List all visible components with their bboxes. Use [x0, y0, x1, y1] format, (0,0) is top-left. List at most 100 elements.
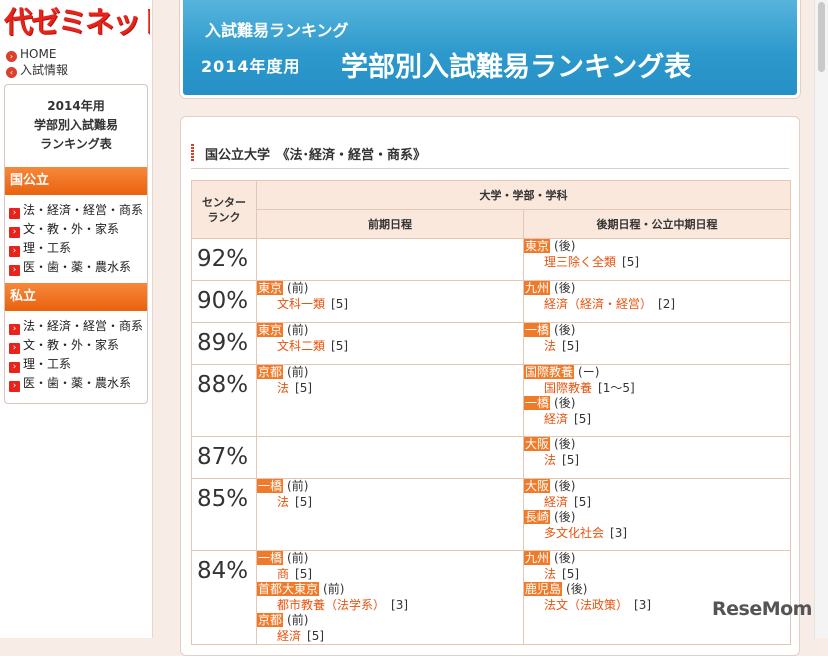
department-link[interactable]: 法: [544, 339, 557, 353]
department-link[interactable]: 法: [277, 495, 290, 509]
department-line: 法 [5]: [524, 566, 790, 582]
list-item: 大阪 (後) 法 [5]: [524, 437, 790, 468]
university-link[interactable]: 首都大東京: [257, 582, 320, 596]
schedule-cell-late: 大阪 (後) 経済 [5] 長崎 (後) 多文化社会 [3]: [523, 478, 791, 551]
university-link[interactable]: 九州: [524, 281, 551, 295]
department-line: 文科二類 [5]: [257, 338, 523, 354]
university-link[interactable]: 九州: [524, 551, 551, 565]
department-link[interactable]: 法文（法政策）: [544, 598, 629, 612]
schedule-cell-early: 京都 (前) 法 [5]: [256, 364, 524, 437]
schedule-type: (前): [287, 365, 309, 379]
list-item: 国際教養 (ー) 国際教養 [1〜5]: [524, 365, 790, 396]
schedule-type: (後): [554, 281, 576, 295]
private-category-heading[interactable]: 私立: [5, 283, 147, 311]
circle-arrow-icon: ‹: [6, 67, 17, 78]
university-link[interactable]: 京都: [257, 365, 284, 379]
department-link[interactable]: 多文化社会: [544, 526, 605, 540]
ranking-table: センター ランク 大学・学部・学科 前期日程 後期日程・公立中期日程 92% 東京…: [191, 180, 791, 645]
university-link[interactable]: 一橋: [524, 396, 551, 410]
schedule-cell-late: 国際教養 (ー) 国際教養 [1〜5] 一橋 (後) 経済 [5]: [523, 364, 791, 437]
home-link[interactable]: › HOME: [6, 46, 56, 62]
department-link[interactable]: 国際教養: [544, 381, 593, 395]
schedule-type: (後): [554, 437, 576, 451]
schedule-cell-early: 一橋 (前) 商 [5] 首都大東京 (前) 都市教養（法学系） [3] 京都 (前) 経済 [5]: [256, 550, 524, 645]
arrow-right-icon: ›: [9, 362, 20, 373]
sidebar-item-public-humanities[interactable]: › 文・教・外・家系: [9, 221, 119, 238]
university-link[interactable]: 東京: [257, 281, 284, 295]
department-line: 都市教養（法学系） [3]: [257, 597, 523, 613]
schedule-type: (前): [287, 323, 309, 337]
department-link[interactable]: 都市教養（法学系）: [277, 598, 386, 612]
subject-count: [5]: [574, 412, 592, 426]
site-logo[interactable]: 代ゼミネット: [4, 5, 150, 39]
university-link[interactable]: 東京: [257, 323, 284, 337]
university-link[interactable]: 一橋: [524, 323, 551, 337]
sidebar-item-public-science[interactable]: › 理・工系: [9, 240, 71, 257]
department-link[interactable]: 文科二類: [277, 339, 326, 353]
department-line: 経済 [5]: [524, 411, 790, 427]
department-link[interactable]: 経済: [277, 629, 302, 643]
scrollbar-thumb[interactable]: [818, 2, 825, 72]
subject-count: [5]: [331, 339, 349, 353]
university-link[interactable]: 長崎: [524, 510, 551, 524]
rank-percent: 87%: [191, 436, 257, 479]
department-link[interactable]: 経済: [544, 412, 569, 426]
exam-info-link[interactable]: ‹ 入試情報: [6, 62, 68, 78]
menu-title-line: 学部別入試難易: [33, 118, 118, 132]
subject-count: [5]: [295, 381, 313, 395]
schedule-type: (ー): [578, 365, 600, 379]
vertical-scrollbar[interactable]: [814, 0, 828, 638]
department-link[interactable]: 法: [544, 567, 557, 581]
university-line: 一橋 (後): [524, 323, 790, 338]
rank-percent: 92%: [191, 238, 257, 281]
schedule-cell-early: [256, 436, 524, 479]
university-link[interactable]: 一橋: [257, 479, 284, 493]
header-subtitle: 入試難易ランキング: [205, 21, 349, 40]
sidebar-item-private-humanities[interactable]: › 文・教・外・家系: [9, 337, 119, 354]
schedule-type: (前): [287, 551, 309, 565]
circle-arrow-icon: ›: [6, 51, 17, 62]
department-line: 国際教養 [1〜5]: [524, 380, 790, 396]
public-category-heading[interactable]: 国公立: [5, 167, 147, 195]
department-line: 法 [5]: [257, 380, 523, 396]
department-link[interactable]: 文科一類: [277, 297, 326, 311]
sidebar-item-public-law[interactable]: › 法・経済・経営・商系: [9, 202, 143, 219]
list-item: 一橋 (前) 商 [5]: [257, 551, 523, 582]
department-link[interactable]: 法: [544, 453, 557, 467]
university-link[interactable]: 大阪: [524, 479, 551, 493]
list-item: 一橋 (後) 法 [5]: [524, 323, 790, 354]
department-link[interactable]: 経済: [544, 495, 569, 509]
department-link[interactable]: 商: [277, 567, 290, 581]
sidebar-item-public-medical[interactable]: › 医・歯・薬・農水系: [9, 259, 131, 276]
university-link[interactable]: 一橋: [257, 551, 284, 565]
subject-count: [3]: [391, 598, 409, 612]
university-link[interactable]: 国際教養: [524, 365, 575, 379]
home-link-label: HOME: [20, 47, 57, 61]
section-heading: 国公立大学 《法･経済・経営・商系》: [191, 142, 789, 169]
subject-count: [5]: [307, 629, 325, 643]
watermark-logo: ReseMom: [712, 598, 812, 620]
subject-count: [5]: [562, 453, 580, 467]
ranking-menu-box: 2014年用 学部別入試難易 ランキング表 国公立 › 法・経済・経営・商系 › 文…: [4, 84, 148, 404]
department-link[interactable]: 理三除く全類: [544, 255, 617, 269]
col-header-early: 前期日程: [256, 209, 524, 239]
university-link[interactable]: 京都: [257, 613, 284, 627]
university-link[interactable]: 鹿児島: [524, 582, 563, 596]
university-line: 大阪 (後): [524, 479, 790, 494]
schedule-cell-late: 東京 (後) 理三除く全類 [5]: [523, 238, 791, 281]
university-line: 東京 (前): [257, 323, 523, 338]
university-link[interactable]: 東京: [524, 239, 551, 253]
schedule-type: (後): [554, 479, 576, 493]
menu-title-line: 2014年用: [47, 99, 105, 113]
arrow-right-icon: ›: [9, 265, 20, 276]
sidebar-item-private-science[interactable]: › 理・工系: [9, 356, 71, 373]
university-link[interactable]: 大阪: [524, 437, 551, 451]
subject-count: [5]: [622, 255, 640, 269]
department-link[interactable]: 経済（経済・経営）: [544, 297, 653, 311]
sidebar-item-private-medical[interactable]: › 医・歯・薬・農水系: [9, 375, 131, 392]
list-item: 九州 (後) 法 [5]: [524, 551, 790, 582]
sidebar-item-private-law[interactable]: › 法・経済・経営・商系: [9, 318, 143, 335]
schedule-cell-late: 大阪 (後) 法 [5]: [523, 436, 791, 479]
table-row: 90% 東京 (前) 文科一類 [5] 九州 (後) 経済（経済・経営） [2]: [191, 280, 791, 323]
department-link[interactable]: 法: [277, 381, 290, 395]
